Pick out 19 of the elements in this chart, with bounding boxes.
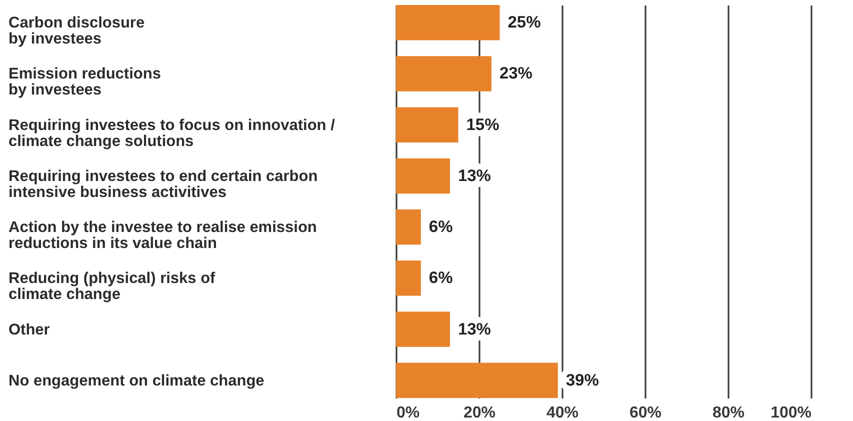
data-label: 25% bbox=[508, 14, 542, 32]
y-tick-label: Action by the investee to realise emission reductions in its value chain bbox=[8, 219, 317, 252]
data-label: 6% bbox=[428, 218, 454, 236]
y-tick-label: Reducing (physical) risks of climate change bbox=[8, 270, 216, 304]
data-label: 6% bbox=[428, 269, 454, 288]
data-label: 39% bbox=[566, 371, 600, 390]
y-tick-label: Carbon disclosure by investees bbox=[8, 14, 145, 48]
data-label: 23% bbox=[499, 64, 533, 83]
x-tick-label: 40% bbox=[546, 404, 579, 421]
x-tick-label: 60% bbox=[629, 404, 662, 421]
y-tick-label: Requiring investees to end certain carbon intensive business activitives bbox=[8, 168, 318, 201]
y-tick-label: Other bbox=[8, 321, 50, 338]
y-tick-label: No engagement on climate change bbox=[8, 372, 265, 390]
x-tick-label: 20% bbox=[463, 404, 496, 421]
y-tick-label: Emission reductions by investees bbox=[8, 66, 161, 99]
x-tick-label: 80% bbox=[712, 404, 745, 421]
y-tick-label: Requiring investees to focus on innovation / climate change solutions bbox=[8, 116, 336, 150]
x-tick-label: 0% bbox=[396, 404, 420, 421]
x-tick-label: 100% bbox=[770, 404, 812, 421]
